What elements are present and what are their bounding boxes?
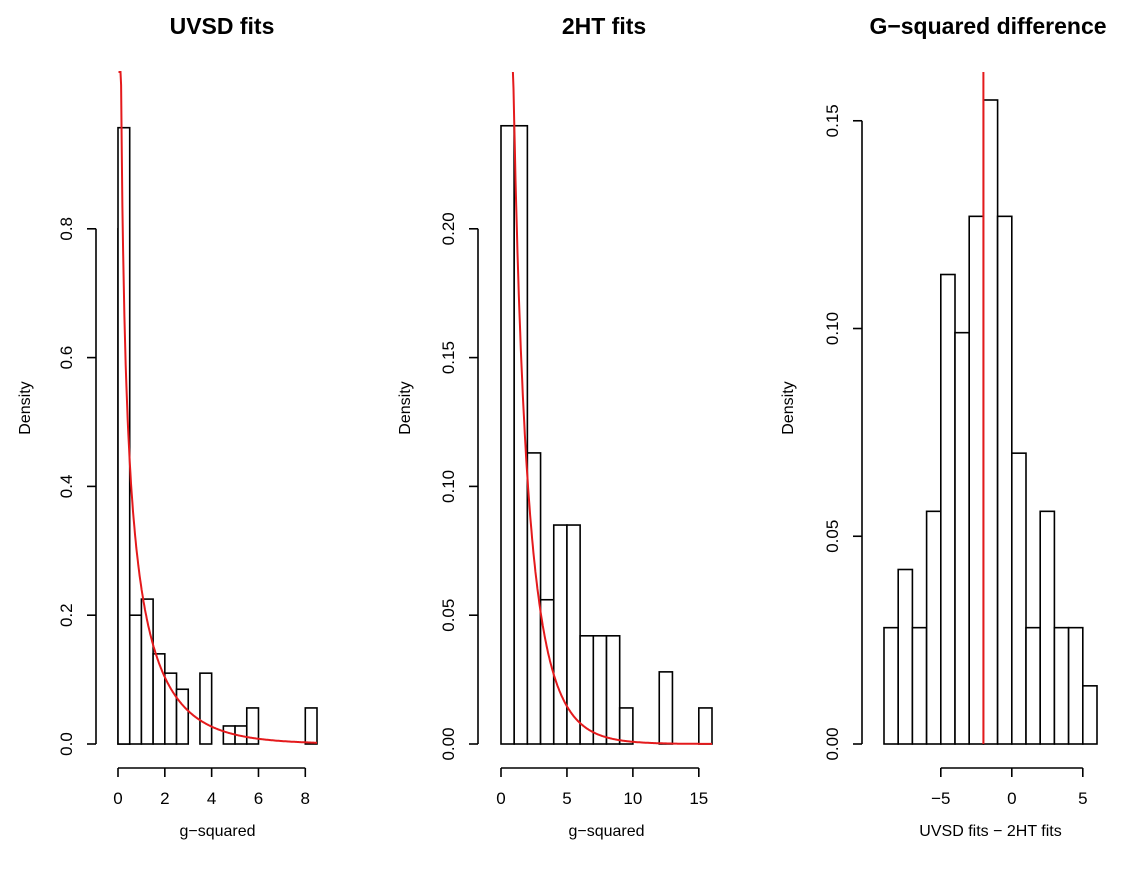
histogram-bar xyxy=(658,671,674,745)
x-axis-label: g−squared xyxy=(179,823,255,840)
histogram-bar xyxy=(1053,626,1070,745)
histogram-bar xyxy=(1082,685,1098,745)
y-tick-label: 0.15 xyxy=(439,341,458,374)
x-tick-label: 0 xyxy=(1007,789,1016,808)
y-axis-label: Density xyxy=(17,381,34,434)
histogram-bar xyxy=(982,99,999,745)
histogram-bar xyxy=(1025,626,1041,745)
histogram-bar xyxy=(954,331,970,745)
y-axis-label: Density xyxy=(397,381,414,434)
histogram-bar xyxy=(925,510,942,745)
histogram-bar xyxy=(1010,452,1027,745)
y-tick-label: 0.6 xyxy=(57,346,76,370)
histogram-bar xyxy=(883,626,899,745)
chart-title: UVSD fits xyxy=(170,13,275,39)
histogram-bar xyxy=(128,614,143,745)
y-tick-label: 0.10 xyxy=(439,470,458,503)
histogram-bar xyxy=(897,568,914,745)
density-curve xyxy=(511,71,712,745)
g-squared-difference-panel: G−squared difference −5 0 5 0.00 0.05 0.10 0.15… xyxy=(780,13,1107,840)
histogram-bar xyxy=(911,626,928,745)
histogram-bar xyxy=(605,635,621,745)
x-axis-label: g−squared xyxy=(568,823,644,840)
histogram-bar xyxy=(152,653,166,745)
x-tick-label: 6 xyxy=(254,789,263,808)
x-tick-label: 2 xyxy=(160,789,169,808)
x-tick-label: 0 xyxy=(113,789,122,808)
y-tick-label: 0.15 xyxy=(823,104,842,137)
y-tick-label: 0.00 xyxy=(439,727,458,760)
histogram-bar xyxy=(117,126,131,745)
y-tick-label: 0.20 xyxy=(439,212,458,245)
uvsd-fits-panel: UVSD fits 0 2 4 6 8 0.0 0.2 0.4 0.6 0.8 g−squared De… xyxy=(17,13,318,840)
histogram-bar xyxy=(698,707,713,745)
histogram-bar xyxy=(175,688,190,745)
histogram-bar xyxy=(304,707,318,745)
histogram-bar xyxy=(996,215,1013,745)
histogram-bar xyxy=(164,672,178,745)
y-tick-label: 0.2 xyxy=(57,603,76,627)
histogram-bar xyxy=(592,635,608,745)
histogram-bar xyxy=(618,707,634,745)
y-tick-label: 0.05 xyxy=(823,520,842,553)
histogram-bar xyxy=(245,707,260,745)
y-tick-label: 0.8 xyxy=(57,217,76,241)
x-tick-label: 0 xyxy=(496,789,505,808)
y-axis-label: Density xyxy=(780,381,797,434)
x-tick-label: 10 xyxy=(623,789,642,808)
x-tick-label: 4 xyxy=(207,789,216,808)
density-curve xyxy=(118,71,317,744)
x-tick-label: 5 xyxy=(562,789,571,808)
histogram-bar xyxy=(199,672,213,745)
x-tick-label: 8 xyxy=(301,789,310,808)
y-tick-label: 0.00 xyxy=(823,727,842,760)
y-tick-label: 0.10 xyxy=(823,312,842,345)
histogram-bar xyxy=(566,524,581,745)
y-tick-label: 0.0 xyxy=(57,732,76,756)
histogram-bar xyxy=(500,124,515,745)
y-tick-label: 0.4 xyxy=(57,475,76,499)
x-axis-label: UVSD fits − 2HT fits xyxy=(919,823,1061,840)
histogram-bar xyxy=(939,273,956,745)
chart-title: 2HT fits xyxy=(562,13,646,39)
x-tick-label: 5 xyxy=(1078,789,1087,808)
y-tick-label: 0.05 xyxy=(439,599,458,632)
histogram-bar xyxy=(1067,626,1084,745)
histogram-bar xyxy=(968,215,985,745)
chart-title: G−squared difference xyxy=(869,13,1106,39)
histogram-bar xyxy=(552,524,568,745)
histogram-bar xyxy=(1039,510,1056,745)
x-tick-label: −5 xyxy=(931,789,950,808)
2ht-fits-panel: 2HT fits 0 5 10 15 0.00 0.05 0.10 0.15 0.20 g−squa… xyxy=(397,13,713,840)
x-tick-label: 15 xyxy=(689,789,708,808)
